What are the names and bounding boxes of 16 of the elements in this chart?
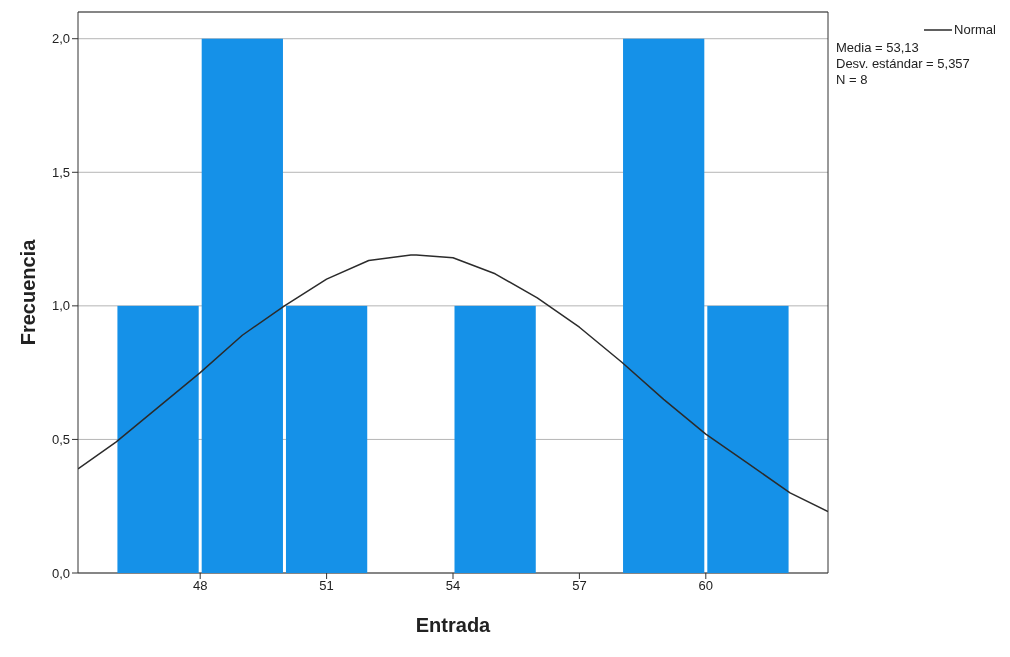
x-tick-label: 54 bbox=[445, 578, 461, 594]
legend-label: Normal bbox=[954, 22, 996, 37]
x-tick-label: 48 bbox=[192, 578, 208, 594]
x-tick-label: 60 bbox=[698, 578, 714, 594]
y-tick-label: 0,0 bbox=[51, 565, 70, 581]
y-tick-label: 1,0 bbox=[51, 298, 70, 314]
text: N = 8 bbox=[836, 72, 869, 88]
x-tick-label: 51 bbox=[319, 578, 334, 594]
y-tick-label: 2,0 bbox=[51, 31, 70, 47]
text: Desv. estándar = 5,357 bbox=[836, 56, 970, 72]
x-axis-title: Entrada bbox=[414, 614, 492, 637]
x-tick-label: 57 bbox=[572, 578, 587, 594]
y-tick-label: 1,5 bbox=[51, 164, 70, 180]
y-axis-title: Frecuencia bbox=[16, 238, 40, 347]
y-tick-label: 0,5 bbox=[51, 432, 70, 448]
text: Media = 53,13 bbox=[836, 40, 920, 56]
